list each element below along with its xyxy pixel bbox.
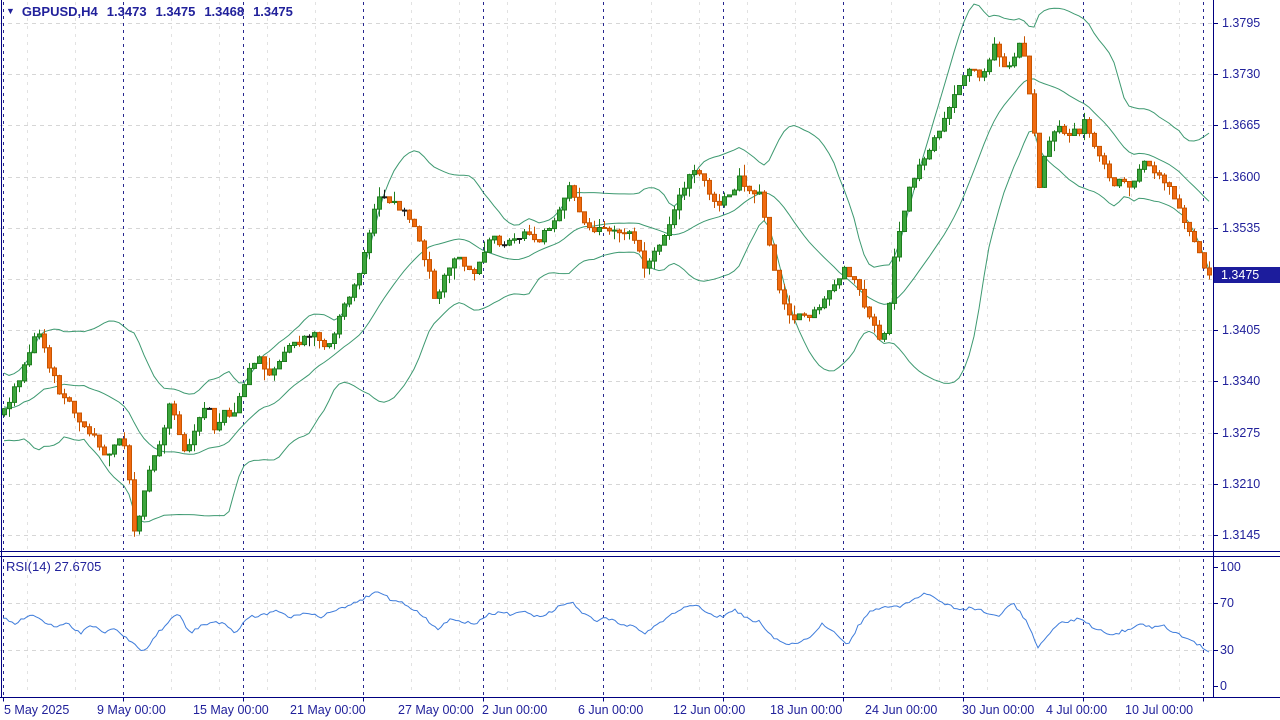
price-axis-label: 1.3600 — [1222, 170, 1261, 184]
symbol-period-label: GBPUSD,H4 — [21, 3, 98, 19]
price-axis-label: 1.3405 — [1222, 323, 1261, 337]
time-axis-label: 15 May 00:00 — [193, 703, 269, 717]
price-axis-label: 1.3340 — [1222, 374, 1261, 388]
rsi-axis-label: 100 — [1220, 560, 1241, 574]
time-axis-label: 21 May 00:00 — [290, 703, 366, 717]
price-axis-label: 1.3275 — [1222, 426, 1261, 440]
price-axis-label: 1.3795 — [1222, 16, 1261, 30]
time-axis-label: 18 Jun 00:00 — [770, 703, 843, 717]
price-axis-label: 1.3145 — [1222, 528, 1261, 542]
price-axis-label: 1.3210 — [1222, 477, 1261, 491]
rsi-axis-label: 70 — [1220, 596, 1234, 610]
time-axis-label: 12 Jun 00:00 — [673, 703, 746, 717]
quote-low: 1.3468 — [204, 3, 245, 19]
time-axis-label: 4 Jul 00:00 — [1046, 703, 1108, 717]
rsi-axis-label: 30 — [1220, 643, 1234, 657]
time-axis-label: 9 May 00:00 — [97, 703, 166, 717]
chart-title: ▼ GBPUSD,H4 1.3473 1.3475 1.3468 1.3475 — [6, 3, 293, 19]
quote-high: 1.3475 — [155, 3, 196, 19]
time-axis-label: 10 Jul 00:00 — [1125, 703, 1194, 717]
price-axis-label: 1.3535 — [1222, 221, 1261, 235]
current-price-badge: 1.3475 — [1214, 267, 1280, 283]
time-axis-label: 27 May 00:00 — [398, 703, 474, 717]
rsi-indicator-value: RSI(14) 27.6705 — [6, 559, 102, 574]
time-axis-label: 6 Jun 00:00 — [578, 703, 644, 717]
time-axis-label: 2 Jun 00:00 — [482, 703, 548, 717]
symbol-dropdown-icon[interactable]: ▼ — [6, 6, 15, 16]
time-axis-label: 24 Jun 00:00 — [865, 703, 938, 717]
time-axis-label: 5 May 2025 — [4, 703, 70, 717]
quote-close: 1.3475 — [253, 3, 293, 19]
rsi-axis-label: 0 — [1220, 679, 1227, 693]
time-axis-label: 30 Jun 00:00 — [962, 703, 1035, 717]
price-axis-label: 1.3665 — [1222, 118, 1261, 132]
current-price-value: 1.3475 — [1221, 268, 1260, 282]
rsi-indicator-label: RSI(14) 27.6705 — [6, 559, 101, 574]
quote-open: 1.3473 — [106, 3, 147, 19]
price-axis-label: 1.3730 — [1222, 67, 1261, 81]
